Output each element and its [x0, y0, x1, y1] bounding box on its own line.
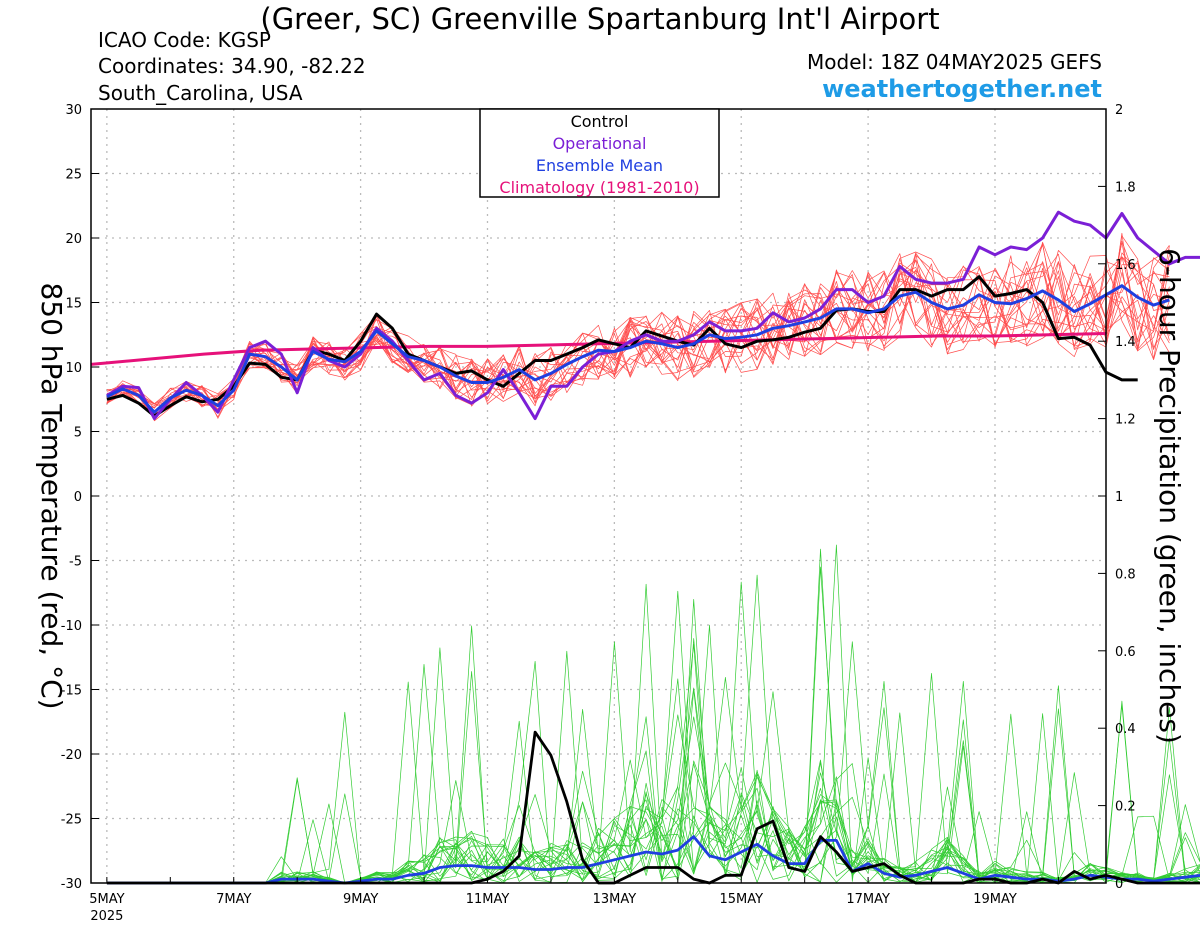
y-left-tick-label: 5 — [74, 426, 82, 441]
y-left-tick-label: -10 — [61, 619, 82, 634]
precip-member-line — [106, 767, 1200, 884]
axis-layer: 302520151050-5-10-15-20-25-3021.81.61.41… — [35, 103, 1186, 924]
legend-item: Operational — [553, 134, 647, 153]
model-run-label: Model: 18Z 04MAY2025 GEFS — [807, 50, 1102, 74]
precip-member-line — [106, 581, 1200, 884]
y-left-tick-label: 15 — [65, 297, 82, 312]
y-left-tick-label: -20 — [61, 748, 82, 763]
legend-item: Control — [571, 112, 629, 131]
x-tick-label: 15MAY — [719, 892, 763, 907]
y-left-axis-title: 850 hPa Temperature (red, °C) — [35, 282, 68, 709]
y-left-tick-label: 10 — [65, 361, 82, 376]
y-right-tick-label: 1.8 — [1115, 180, 1136, 195]
precip-members-layer — [106, 544, 1200, 884]
y-right-tick-label: 1.4 — [1115, 335, 1136, 350]
precip-member-line — [106, 583, 1200, 884]
y-left-tick-label: 25 — [65, 168, 82, 183]
y-right-tick-label: 1.6 — [1115, 258, 1136, 273]
grid-layer — [91, 109, 1106, 883]
icao-code: ICAO Code: KGSP — [98, 28, 271, 52]
site-link[interactable]: weathertogether.net — [822, 75, 1102, 103]
y-left-tick-label: -25 — [61, 813, 82, 828]
precip-member-line — [106, 761, 1200, 884]
y-right-axis-title: 6-hour Precipitation (green, inches) — [1153, 248, 1186, 744]
y-right-tick-label: 0.4 — [1115, 722, 1136, 737]
y-right-tick-label: 1 — [1115, 490, 1123, 505]
temperature-member-line — [106, 249, 1170, 405]
temperature-member-line — [106, 242, 1170, 419]
precip-member-line — [106, 574, 1200, 884]
chart-title: (Greer, SC) Greenville Spartanburg Int'l… — [260, 2, 940, 36]
x-tick-sublabel: 2025 — [90, 909, 123, 924]
x-tick-label: 13MAY — [593, 892, 637, 907]
climatology-line — [90, 332, 1107, 366]
y-left-tick-label: -15 — [61, 684, 82, 699]
temp-members-layer — [106, 232, 1170, 422]
y-right-tick-label: 0.6 — [1115, 645, 1136, 660]
x-tick-label: 9MAY — [343, 892, 378, 907]
temperature-member-line — [106, 241, 1170, 408]
legend-box — [479, 108, 720, 198]
temperature-member-line — [106, 243, 1170, 410]
y-left-tick-label: 20 — [65, 232, 82, 247]
region-label: South_Carolina, USA — [98, 81, 303, 105]
temperature-member-line — [106, 245, 1170, 415]
temperature-member-line — [106, 240, 1170, 415]
x-tick-label: 5MAY — [89, 892, 124, 907]
precip-ensemble-mean-line — [106, 835, 1200, 885]
precip-member-line — [106, 590, 1200, 884]
y-right-tick-label: 2 — [1115, 103, 1123, 118]
legend-item: Ensemble Mean — [536, 156, 663, 175]
coordinates: Coordinates: 34.90, -82.22 — [98, 54, 366, 78]
y-left-tick-label: 0 — [74, 490, 82, 505]
y-right-tick-label: 0.8 — [1115, 567, 1136, 582]
legend-item: Climatology (1981-2010) — [499, 178, 699, 197]
temperature-member-line — [106, 253, 1170, 409]
x-tick-label: 7MAY — [216, 892, 251, 907]
y-left-tick-label: -30 — [61, 877, 82, 892]
x-tick-label: 19MAY — [973, 892, 1017, 907]
x-tick-label: 11MAY — [466, 892, 510, 907]
precip-member-line — [106, 707, 1200, 884]
y-right-tick-label: 1.2 — [1115, 413, 1136, 428]
x-tick-label: 17MAY — [846, 892, 890, 907]
y-left-tick-label: 30 — [65, 103, 82, 118]
legend: Control Operational Ensemble Mean Climatolo… — [479, 108, 720, 198]
temperature-ensemble-mean-line — [106, 284, 1170, 414]
y-right-tick-label: 0.2 — [1115, 800, 1136, 815]
temperature-operational-line — [106, 210, 1200, 421]
series-layer — [90, 210, 1200, 885]
y-left-tick-label: -5 — [69, 555, 82, 570]
precip-member-line — [106, 719, 1200, 884]
y-right-tick-label: 0 — [1115, 877, 1123, 892]
